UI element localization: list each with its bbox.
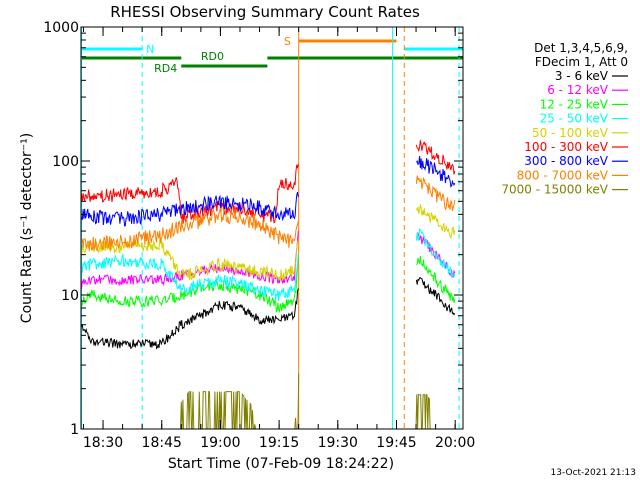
legend-label-6-12-kev: 6 - 12 keV [547, 83, 609, 97]
series-line-300-800-kev-seg-0 [81, 191, 299, 227]
series-800-7000-kev [81, 175, 456, 252]
legend-header-0: Det 1,3,4,5,6,9, [534, 41, 628, 55]
x-tick-label-19-15: 19:15 [259, 435, 299, 451]
series-line-800-7000-kev-seg-0 [81, 207, 299, 252]
series-line-7000-15000-kev-seg-0 [177, 373, 300, 430]
series-25-50-kev [81, 228, 456, 301]
x-tick-label-19-45: 19:45 [376, 435, 416, 451]
series-line-50-100-kev-seg-1 [415, 204, 456, 240]
plot-frame [80, 26, 464, 430]
x-tick-label-20-00: 20:00 [435, 435, 475, 451]
series-line-800-7000-kev-seg-1 [415, 175, 456, 212]
series-line-50-100-kev-seg-0 [81, 238, 299, 282]
y-tick-label-1: 1 [70, 422, 79, 438]
legend-label-3-6-kev: 3 - 6 keV [555, 69, 609, 83]
y-tick-label-100: 100 [52, 154, 79, 170]
y-tick-label-1000: 1000 [43, 20, 79, 36]
legend-label-300-800-kev: 300 - 800 keV [524, 154, 608, 168]
legend-label-800-7000-kev: 800 - 7000 keV [517, 168, 609, 182]
series-layer [81, 140, 456, 430]
series-line-100-300-kev-seg-1 [415, 140, 456, 175]
legend-header-1: FDecim 1, Att 0 [535, 55, 628, 69]
series-line-25-50-kev-seg-1 [415, 228, 456, 278]
annotation-label-rd0: RD0 [201, 50, 224, 63]
timestamp: 13-Oct-2021 21:13 [551, 468, 636, 478]
series-line-7000-15000-kev-seg-1 [415, 393, 436, 430]
y-axis: 1 10 100 1000 [43, 20, 463, 438]
annotation-label-n: N [146, 43, 154, 56]
series-line-3-6-kev-seg-1 [415, 277, 456, 316]
annotation-label-rd4: RD4 [154, 62, 177, 75]
series-300-800-kev [81, 156, 456, 227]
y-axis-label: Count Rate (s⁻¹ detector⁻¹) [19, 133, 35, 323]
series-line-12-25-kev-seg-1 [416, 255, 456, 304]
legend-label-7000-15000-kev: 7000 - 15000 keV [501, 183, 608, 197]
series-100-300-kev [81, 140, 456, 224]
series-line-300-800-kev-seg-1 [415, 156, 456, 188]
x-axis-label: Start Time (07-Feb-09 18:24:22) [168, 456, 394, 472]
vline-layer [81, 27, 460, 429]
legend-label-12-25-kev: 12 - 25 keV [540, 97, 609, 111]
x-axis: 18:30 18:45 19:00 19:15 19:30 19:45 20:00 [83, 27, 475, 451]
legend-label-50-100-kev: 50 - 100 keV [532, 126, 609, 140]
series-line-100-300-kev-seg-0 [81, 164, 299, 224]
series-line-3-6-kev-seg-0 [81, 288, 299, 350]
legend: Det 1,3,4,5,6,9,FDecim 1, Att 03 - 6 keV… [501, 41, 628, 197]
x-tick-label-18-30: 18:30 [83, 435, 123, 451]
y-tick-label-10: 10 [61, 288, 79, 304]
x-tick-label-18-45: 18:45 [142, 435, 182, 451]
chart-title: RHESSI Observing Summary Count Rates [110, 3, 420, 21]
annotation-label-s: S [284, 35, 291, 48]
legend-label-100-300-kev: 100 - 300 keV [524, 140, 608, 154]
series-line-25-50-kev-seg-0 [81, 253, 299, 301]
annotation-layer: N RD0 RD4 S [81, 35, 463, 75]
series-line-12-25-kev-seg-0 [81, 259, 299, 314]
x-tick-label-19-00: 19:00 [200, 435, 240, 451]
x-tick-label-19-30: 19:30 [318, 435, 358, 451]
series-3-6-kev [81, 277, 456, 350]
legend-label-25-50-kev: 25 - 50 keV [540, 112, 609, 126]
